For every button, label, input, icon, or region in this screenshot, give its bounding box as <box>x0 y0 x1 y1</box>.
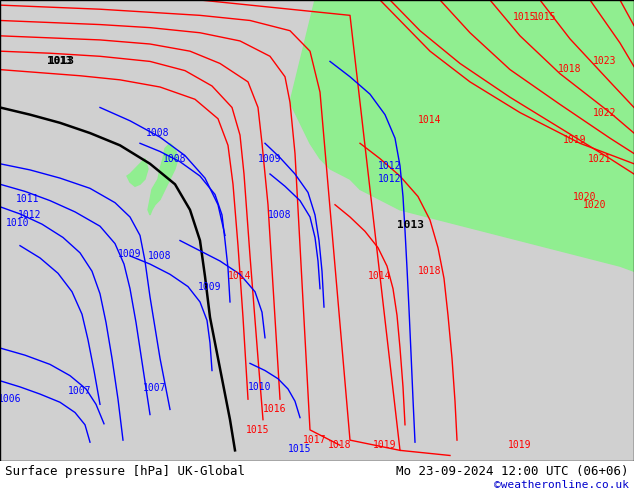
Text: 1015: 1015 <box>288 444 312 454</box>
Text: 1019: 1019 <box>563 135 586 146</box>
Text: 1011: 1011 <box>16 194 40 203</box>
Text: 1020: 1020 <box>583 200 607 210</box>
Text: 1015: 1015 <box>514 12 537 23</box>
Text: 1018: 1018 <box>559 64 582 74</box>
Text: 1020: 1020 <box>573 192 597 201</box>
Polygon shape <box>328 94 338 113</box>
Text: 1018: 1018 <box>328 440 352 450</box>
Text: 1008: 1008 <box>268 210 292 220</box>
Polygon shape <box>290 0 634 271</box>
Text: 1017: 1017 <box>303 435 327 445</box>
Text: Surface pressure [hPa] UK-Global: Surface pressure [hPa] UK-Global <box>5 465 245 478</box>
Text: 1021: 1021 <box>588 154 612 164</box>
Text: 1013: 1013 <box>48 56 72 67</box>
Text: 1013: 1013 <box>396 220 424 230</box>
Text: 1008: 1008 <box>148 251 172 261</box>
Text: 1012: 1012 <box>378 174 402 184</box>
Text: 1016: 1016 <box>263 404 287 415</box>
Text: 1013: 1013 <box>46 56 74 67</box>
Text: 1009: 1009 <box>258 154 281 164</box>
Text: 1023: 1023 <box>593 56 617 67</box>
Text: 1019: 1019 <box>508 440 532 450</box>
Text: 1012: 1012 <box>378 161 402 171</box>
Text: 1018: 1018 <box>418 266 442 276</box>
Text: 1008: 1008 <box>146 128 170 138</box>
Text: 1009: 1009 <box>119 249 142 259</box>
Text: 1022: 1022 <box>593 108 617 118</box>
Polygon shape <box>0 0 634 461</box>
Text: 1019: 1019 <box>373 440 397 450</box>
Text: Mo 23-09-2024 12:00 UTC (06+06): Mo 23-09-2024 12:00 UTC (06+06) <box>396 465 629 478</box>
Text: 1007: 1007 <box>68 386 92 396</box>
Text: 1006: 1006 <box>0 394 22 404</box>
Text: 1012: 1012 <box>18 210 42 220</box>
Text: 1014: 1014 <box>418 115 442 125</box>
Text: 1010: 1010 <box>6 218 30 228</box>
Polygon shape <box>127 159 148 186</box>
Text: 1010: 1010 <box>249 382 272 392</box>
Polygon shape <box>148 143 178 215</box>
Text: 1015: 1015 <box>533 12 557 23</box>
Text: 1014: 1014 <box>228 271 252 281</box>
Text: 1007: 1007 <box>143 383 167 393</box>
Text: 1015: 1015 <box>246 425 269 435</box>
Text: 1008: 1008 <box>163 154 187 164</box>
Text: 1014: 1014 <box>368 271 392 281</box>
Text: ©weatheronline.co.uk: ©weatheronline.co.uk <box>494 480 629 490</box>
Text: 1009: 1009 <box>198 282 222 292</box>
